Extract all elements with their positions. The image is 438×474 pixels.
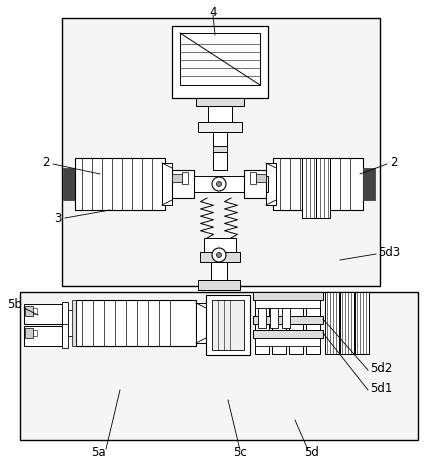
Bar [25,306,33,316]
Bar [62,302,68,326]
Bar [306,292,320,354]
Circle shape [212,248,226,262]
Bar [196,98,244,106]
Bar [33,330,37,336]
Bar [24,326,62,346]
Bar [172,170,194,198]
Bar [253,330,323,338]
Bar [72,300,76,346]
Bar [62,324,68,348]
Bar [213,132,227,146]
Bar [208,106,232,122]
Bar [198,280,240,290]
Bar [255,292,269,354]
Text: 5d: 5d [304,447,319,459]
Bar [316,158,330,218]
Text: 5d2: 5d2 [370,362,392,374]
Bar [24,304,62,324]
Bar [355,292,369,354]
Bar [172,174,182,182]
Bar [255,338,320,346]
Bar [340,292,354,354]
Bar [272,292,286,354]
Bar [258,308,266,328]
Bar [273,158,363,210]
Circle shape [212,177,226,191]
Bar [63,168,75,200]
Bar [196,303,206,343]
Bar [255,300,320,308]
Bar [182,172,188,184]
Bar [172,176,268,192]
Text: 5d3: 5d3 [378,246,400,258]
Bar [162,163,172,205]
Text: 5b: 5b [7,299,22,311]
Bar [25,328,33,338]
Bar [289,292,303,354]
Bar [212,300,244,350]
Text: 5c: 5c [233,447,247,459]
Bar [213,146,227,152]
Circle shape [216,253,222,257]
Circle shape [216,182,222,186]
Text: 5d1: 5d1 [370,382,392,394]
Bar [250,172,256,184]
Text: 2: 2 [390,155,398,168]
Text: 3: 3 [54,211,62,225]
Bar [282,308,290,328]
Bar [68,310,76,336]
Bar [206,295,250,355]
Bar [198,122,242,132]
Bar [62,18,380,286]
Bar [256,174,266,182]
Bar [325,292,339,354]
Bar [213,152,227,170]
Bar [266,163,276,205]
Bar [211,262,227,280]
Bar [204,238,236,252]
Bar [180,33,260,85]
Bar [200,252,240,262]
Bar [270,308,278,328]
Bar [244,170,266,198]
Bar [302,158,316,218]
Bar [253,316,323,324]
Bar [75,158,165,210]
Bar [253,292,323,300]
Bar [33,308,37,314]
Bar [76,300,196,346]
Text: 5a: 5a [91,446,105,458]
Text: 4: 4 [209,6,217,18]
Bar [172,26,268,98]
Text: 2: 2 [42,155,50,168]
Bar [363,168,375,200]
Bar [20,292,418,440]
